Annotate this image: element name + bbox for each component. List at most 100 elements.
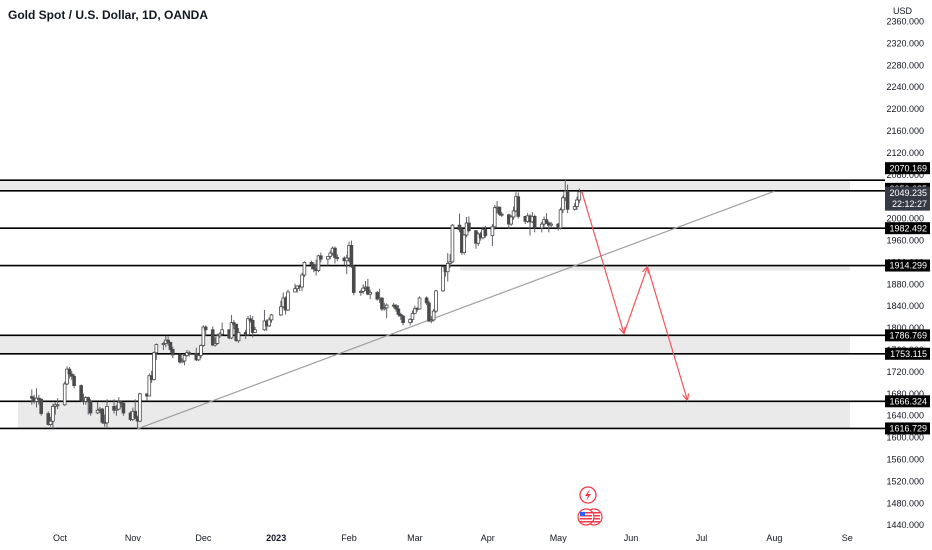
trendline <box>137 190 775 430</box>
level-label-5-bg <box>885 347 930 360</box>
candle <box>262 310 267 331</box>
levels-layer <box>0 179 885 430</box>
level-label-0: 2070.169 <box>889 163 927 173</box>
axis-unit: USD <box>893 6 913 16</box>
x-tick-label: Jul <box>696 533 708 543</box>
flag-icon-stripe <box>588 512 600 514</box>
candle <box>119 400 123 408</box>
candle <box>201 325 206 347</box>
candle-body <box>88 401 93 414</box>
candle-body <box>166 339 170 343</box>
candle <box>100 408 105 424</box>
candle-body <box>182 355 187 362</box>
candle <box>429 316 434 324</box>
candle-body <box>121 402 126 414</box>
candle-body <box>213 343 217 346</box>
level-label-6-bg <box>885 395 930 408</box>
y-tick-label: 2160.000 <box>886 126 924 136</box>
zone-0 <box>0 180 850 191</box>
candle <box>549 221 553 228</box>
candle-body <box>572 206 577 210</box>
candle-body <box>229 322 234 339</box>
candle-body <box>152 352 156 380</box>
candle-body <box>335 257 340 259</box>
candle <box>311 262 316 273</box>
candle-body <box>215 335 220 344</box>
y-tick-label: 1640.000 <box>886 411 924 421</box>
x-tick-label: Oct <box>53 533 68 543</box>
candle-body <box>424 297 429 304</box>
candle-body <box>105 405 109 424</box>
level-label-7-bg <box>885 422 930 435</box>
y-tick-label: 1560.000 <box>886 455 924 465</box>
candle <box>152 351 156 381</box>
candle <box>79 384 83 403</box>
candle-body <box>300 274 304 288</box>
candle-body <box>210 329 215 346</box>
candle-body <box>168 341 173 350</box>
candle <box>516 192 521 219</box>
candle <box>457 213 462 233</box>
candle-body <box>565 190 570 210</box>
candle <box>375 290 380 301</box>
candle <box>72 374 76 389</box>
candle-body <box>326 255 330 260</box>
candle <box>302 261 307 278</box>
candle <box>561 195 565 214</box>
candle <box>48 416 53 427</box>
candle <box>236 328 241 343</box>
candle-body <box>462 234 466 253</box>
level-label-3-bg <box>885 259 930 272</box>
candle-body <box>499 213 504 216</box>
candle <box>86 396 91 415</box>
candle <box>511 206 516 220</box>
y-tick-label: 2000.000 <box>886 214 924 224</box>
candle <box>229 314 234 340</box>
flag-icon-canton <box>580 512 585 516</box>
candle <box>358 289 363 296</box>
price-label-layer: 2070.1692050.6852049.23522:12:271982.492… <box>885 162 930 435</box>
candle-body <box>319 255 323 260</box>
flag-icon-stripe <box>588 521 600 523</box>
candle <box>577 188 582 204</box>
candle-body <box>375 292 380 300</box>
candle-body <box>279 306 283 316</box>
candle-body <box>382 307 387 310</box>
candle <box>213 337 217 347</box>
candle <box>121 402 126 416</box>
candle <box>382 302 387 311</box>
candle <box>166 336 170 346</box>
candle-body <box>232 322 236 325</box>
candle <box>558 207 563 230</box>
candle-body <box>95 409 100 414</box>
level-label-3: 1914.299 <box>889 261 927 271</box>
candle-body <box>410 312 415 320</box>
candle <box>250 316 255 338</box>
candle-body <box>147 375 152 397</box>
candle <box>69 370 74 381</box>
candle <box>187 350 192 357</box>
candle <box>114 404 119 416</box>
candle-body <box>448 261 452 264</box>
candle <box>483 225 488 238</box>
candle-body <box>114 408 119 411</box>
candle <box>319 252 323 263</box>
candle <box>217 331 222 338</box>
candle-body <box>366 286 370 295</box>
candle-body <box>351 266 356 293</box>
candle <box>441 265 445 292</box>
x-tick-label: Aug <box>766 533 782 543</box>
candle <box>328 250 333 260</box>
candle-body <box>532 216 537 229</box>
candle <box>572 203 577 211</box>
candle <box>248 314 253 323</box>
candle <box>88 399 93 416</box>
candle-body <box>72 375 76 386</box>
candle <box>300 272 304 291</box>
candle <box>462 233 466 255</box>
level-label-2: 1982.492 <box>889 223 927 233</box>
candle-body <box>384 304 389 309</box>
candle-body <box>309 261 314 265</box>
time-axis-layer: Oct Nov Dec 2023 Feb Mar Apr May Jun Jul Aug Se <box>53 533 853 543</box>
